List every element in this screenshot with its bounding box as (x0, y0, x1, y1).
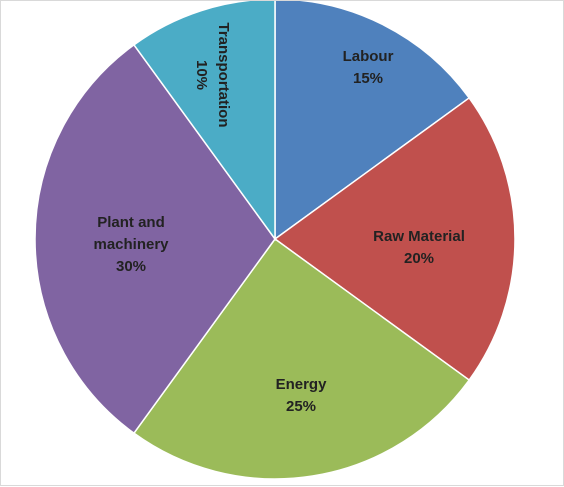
slice-value-label: 15% (353, 70, 383, 87)
slice-label: Labour (343, 48, 394, 65)
slice-label: Energy (276, 376, 328, 393)
slice-label-group-energy: Energy 25% (276, 376, 328, 415)
pie-slice-raw-material (273, 96, 516, 382)
pie-slice-transportation (132, 1, 276, 242)
slice-label: Raw Material (373, 228, 465, 245)
pie-slice-energy (132, 237, 471, 480)
slice-label-group-plant-and-machinery: Plant and machinery 30% (93, 214, 169, 275)
pie-slice-labour (274, 1, 471, 241)
pie-slice-plant-and-machinery (34, 43, 276, 435)
slice-value-label: 20% (404, 250, 434, 267)
slice-value-label: 30% (116, 258, 146, 275)
slice-label-group-labour: Labour 15% (343, 48, 394, 87)
slice-label-group-raw-material: Raw Material 20% (373, 228, 465, 267)
slice-value-label: 25% (286, 398, 316, 415)
slice-label: Transportation (215, 22, 232, 127)
slice-label: Plant and machinery (93, 214, 169, 253)
slice-value-label: 10% (193, 60, 210, 90)
slice-label-group-transportation: Transportation 10% (193, 22, 232, 127)
